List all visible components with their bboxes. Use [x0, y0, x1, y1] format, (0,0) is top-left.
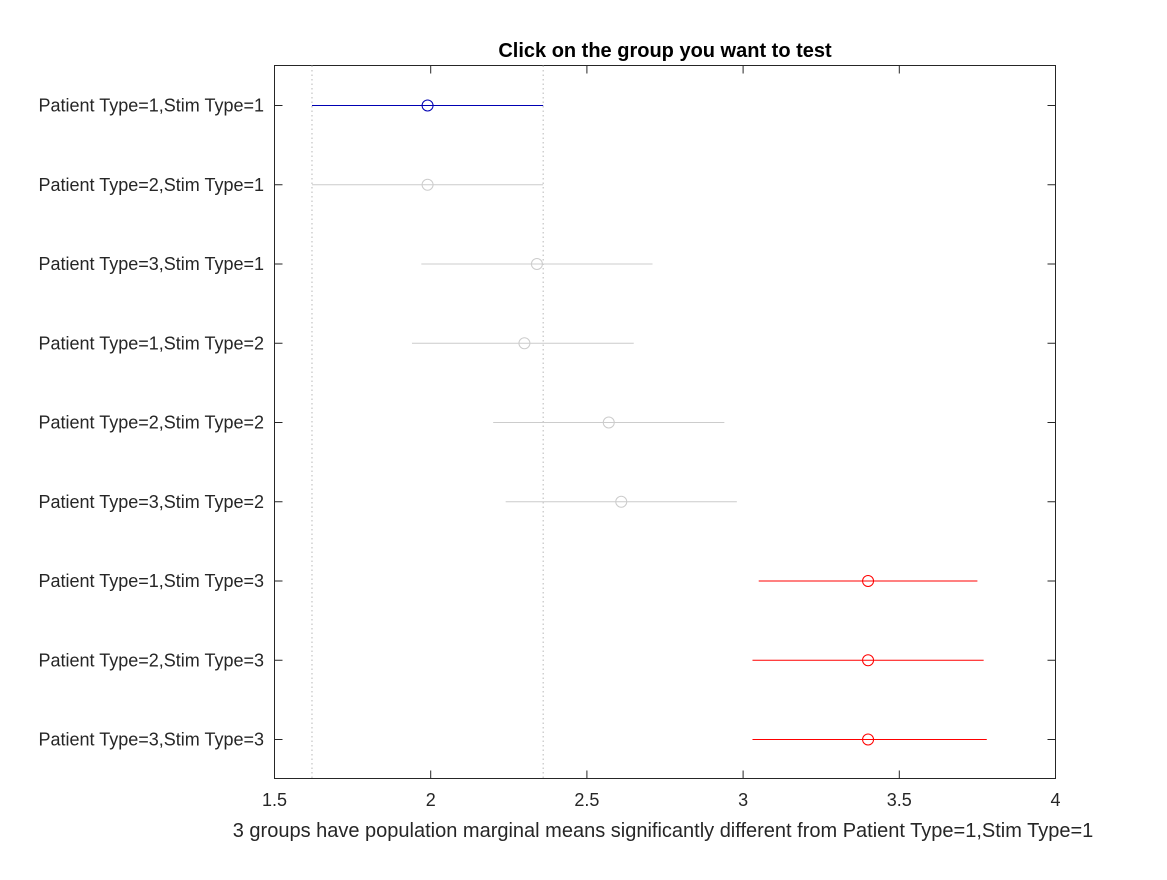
- group-row-6[interactable]: [505, 495, 737, 508]
- x-tick-label: 4: [1050, 790, 1060, 810]
- y-tick-labels: Patient Type=1,Stim Type=1 Patient Type=2…: [39, 96, 264, 750]
- x-tick-label: 3: [738, 790, 748, 810]
- y-tick-label: Patient Type=2,Stim Type=1: [39, 175, 264, 195]
- group-row-4[interactable]: [411, 337, 634, 350]
- y-tick-label: Patient Type=1,Stim Type=3: [39, 571, 264, 591]
- x-tick-label: 3.5: [887, 790, 912, 810]
- y-tick-label: Patient Type=1,Stim Type=1: [39, 96, 264, 116]
- group-row-8[interactable]: [752, 654, 984, 667]
- x-tick-label: 1.5: [262, 790, 287, 810]
- group-row-2[interactable]: [311, 178, 544, 191]
- x-axis-label: 3 groups have population marginal means …: [233, 820, 1094, 842]
- group-mean-marker[interactable]: [530, 258, 543, 270]
- group-row-7[interactable]: [758, 575, 978, 587]
- group-row-5[interactable]: [493, 416, 725, 429]
- group-mean-marker[interactable]: [602, 416, 615, 429]
- axis-ticks: [274, 65, 1056, 779]
- x-tick-label: 2: [426, 790, 436, 810]
- y-tick-label: Patient Type=3,Stim Type=2: [39, 492, 264, 512]
- group-row-9[interactable]: [752, 733, 987, 746]
- group-mean-marker[interactable]: [862, 733, 875, 746]
- x-tick-labels: 1.5 2 2.5 3 3.5 4: [262, 790, 1061, 810]
- group-mean-marker[interactable]: [518, 337, 531, 350]
- y-tick-label: Patient Type=3,Stim Type=1: [39, 254, 264, 274]
- group-row-1[interactable]: [311, 99, 544, 112]
- group-intervals[interactable]: [311, 99, 987, 746]
- group-mean-marker[interactable]: [862, 654, 875, 667]
- y-tick-label: Patient Type=1,Stim Type=2: [39, 333, 264, 353]
- group-mean-marker[interactable]: [421, 178, 434, 191]
- group-mean-marker[interactable]: [421, 99, 434, 112]
- group-row-3[interactable]: [421, 258, 653, 270]
- group-mean-marker[interactable]: [615, 495, 628, 508]
- y-tick-label: Patient Type=2,Stim Type=2: [39, 413, 264, 433]
- y-tick-label: Patient Type=3,Stim Type=3: [39, 730, 264, 750]
- chart-title: Click on the group you want to test: [498, 40, 832, 62]
- x-tick-label: 2.5: [574, 790, 599, 810]
- group-mean-marker[interactable]: [862, 575, 875, 587]
- y-tick-label: Patient Type=2,Stim Type=3: [39, 650, 264, 670]
